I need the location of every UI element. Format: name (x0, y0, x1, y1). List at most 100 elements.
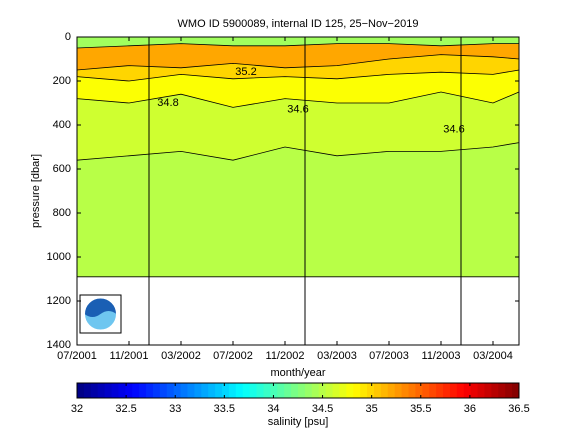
colorbar-cell (249, 383, 258, 398)
colorbar-cell (484, 383, 492, 398)
y-tick-label: 800 (53, 207, 71, 219)
colorbar-frame (76, 382, 520, 399)
colorbar-cell (456, 383, 465, 398)
colorbar-tick-label: 35 (366, 403, 378, 415)
colorbar-cell (346, 383, 354, 398)
colorbar-cell (477, 383, 485, 398)
colorbar-cell (104, 383, 113, 398)
colorbar-cell (173, 383, 182, 398)
colorbar-tick-label: 32 (71, 403, 83, 415)
colorbar-cell (401, 383, 409, 398)
colorbar-cell (215, 383, 223, 398)
colorbar-tick-label: 35.5 (410, 403, 431, 415)
colorbar-cell (463, 383, 472, 398)
y-tick-label: 200 (53, 75, 71, 87)
colorbar-cell (277, 383, 285, 398)
contour-field: 34.6 34.6 34.8 35.2 (76, 36, 520, 278)
colorbar-cell (353, 383, 361, 398)
contour-label: 34.6 (287, 104, 308, 116)
colorbar-tick-label: 36.5 (508, 403, 529, 415)
colorbar-cell (373, 383, 382, 398)
contour-label: 34.6 (443, 123, 464, 135)
colorbar-cell (380, 383, 389, 398)
colorbar-cell (339, 383, 347, 398)
colorbar-tick-label: 34.5 (312, 403, 333, 415)
colorbar-cell (146, 383, 154, 398)
colorbar-cell (512, 383, 520, 398)
colorbar-cell (498, 383, 506, 398)
x-tick-label: 07/2001 (57, 350, 97, 362)
colorbar-cell (470, 383, 479, 398)
y-tick-label: 400 (53, 119, 71, 131)
contour-label: 35.2 (235, 66, 256, 78)
colorbar-cell (415, 383, 423, 398)
colorbar-cell (139, 383, 147, 398)
colorbar-cell (152, 383, 161, 398)
colorbar-cell (270, 383, 278, 398)
colorbar-cell (118, 383, 126, 398)
colorbar-cell (201, 383, 209, 398)
colorbar-cell (422, 383, 430, 398)
x-tick-label: 07/2003 (369, 350, 409, 362)
x-tick-label: 07/2002 (213, 350, 253, 362)
x-axis-label: month/year (270, 367, 325, 379)
colorbar-cell (125, 383, 133, 398)
colorbar-cell (284, 383, 292, 398)
colorbar-label: salinity [psu] (268, 416, 329, 428)
colorbar-cell (208, 383, 216, 398)
x-tick-label: 03/2004 (473, 350, 513, 362)
colorbar-cell (83, 383, 92, 398)
x-tick-label: 11/2003 (422, 350, 461, 362)
colorbar-cell (187, 383, 195, 398)
x-tick-label: 03/2003 (317, 350, 357, 362)
colorbar-cell (318, 383, 327, 398)
colorbar-cell (505, 383, 513, 398)
colorbar-tick-label: 36 (464, 403, 476, 415)
colorbar-cell (291, 383, 299, 398)
colorbar-cell (159, 383, 168, 398)
colorbar-cell (387, 383, 396, 398)
colorbar-cell (429, 383, 437, 398)
colorbar-cell (97, 383, 106, 398)
colorbar-cell (304, 383, 313, 398)
colorbar-cell (228, 383, 237, 398)
colorbar-cell (367, 383, 375, 398)
colorbar-cell (166, 383, 175, 398)
colorbar-cell (235, 383, 244, 398)
colorbar-cell (332, 383, 340, 398)
colorbar-cell (222, 383, 230, 398)
y-tick-label: 0 (65, 31, 71, 43)
colorbar-cell (242, 383, 251, 398)
colorbar-cell (111, 383, 119, 398)
colorbar-tick-label: 34 (267, 403, 279, 415)
colorbar-cell (325, 383, 334, 398)
chart-title: WMO ID 5900089, internal ID 125, 25−Nov−… (178, 18, 419, 30)
colorbar-cell (90, 383, 99, 398)
colorbar-cell (263, 383, 271, 398)
colorbar-cell (360, 383, 368, 398)
colorbar-tick-label: 33.5 (214, 403, 235, 415)
colorbar-cell (394, 383, 403, 398)
x-tick-label: 11/2002 (266, 350, 305, 362)
y-axis-label: pressure [dbar] (30, 154, 42, 228)
colorbar-cell (180, 383, 188, 398)
colorbar-cell (491, 383, 499, 398)
x-tick-label: 03/2002 (161, 350, 201, 362)
colorbar-cell (194, 383, 202, 398)
y-tick-label: 600 (53, 163, 71, 175)
noaa-logo (79, 294, 122, 334)
colorbar-cell (298, 383, 306, 398)
colorbar-tick-label: 33 (169, 403, 181, 415)
plot-frame (76, 36, 520, 346)
colorbar-cell (311, 383, 320, 398)
y-tick-label: 1200 (47, 295, 71, 307)
colorbar-cell (408, 383, 416, 398)
colorbar-cell (256, 383, 264, 398)
x-tick-label: 11/2001 (110, 350, 149, 362)
colorbar-cell (77, 383, 85, 398)
colorbar-cell (449, 383, 458, 398)
y-tick-label: 1400 (47, 339, 71, 351)
colorbar-cell (436, 383, 444, 398)
colorbar-cell (132, 383, 140, 398)
